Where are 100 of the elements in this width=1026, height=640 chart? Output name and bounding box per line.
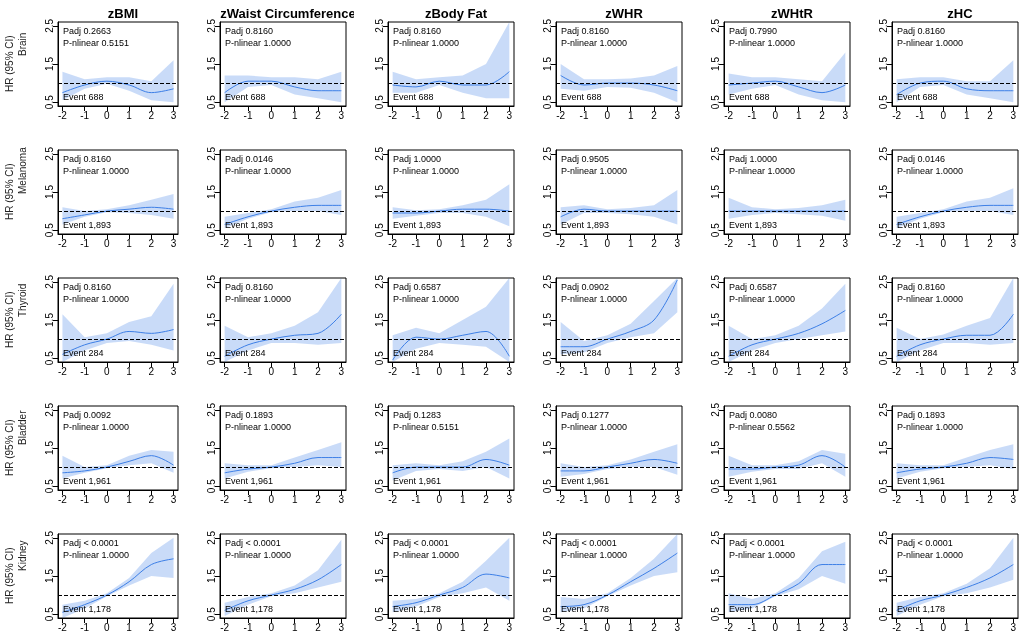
y-tick-label: 0.5 xyxy=(709,606,721,622)
x-tick-label: 2 xyxy=(651,237,658,249)
x-tick-label: -1 xyxy=(80,621,90,633)
y-tick-label: 2.5 xyxy=(373,146,385,161)
x-tick-label: -2 xyxy=(556,493,566,505)
annotation: P-nlinear 1.0000 xyxy=(393,549,460,560)
x-tick-label: 3 xyxy=(170,621,177,633)
x-tick-label: -1 xyxy=(243,621,253,633)
y-tick-label: 2.5 xyxy=(709,274,721,289)
x-tick-label: -1 xyxy=(411,493,421,505)
annotation: Padj 0.0902 xyxy=(561,281,610,292)
x-tick-label: 2 xyxy=(315,621,322,633)
x-tick-label: 3 xyxy=(842,365,849,377)
line-series xyxy=(560,74,678,92)
annotation: Event 1,178 xyxy=(561,603,610,614)
x-tick-label: 3 xyxy=(674,621,681,633)
y-tick-label: 1.5 xyxy=(373,312,385,327)
y-tick-label: 2.5 xyxy=(877,530,889,545)
x-tick-label: 0 xyxy=(104,109,111,121)
x-tick-label: 1 xyxy=(126,237,133,249)
x-tick-label: 0 xyxy=(268,109,275,121)
x-tick-label: 1 xyxy=(627,109,634,121)
y-tick-label: 0.5 xyxy=(205,478,217,494)
x-tick-label: 2 xyxy=(819,493,826,505)
annotation: Event 1,961 xyxy=(897,475,946,486)
y-tick-label: 1.5 xyxy=(373,56,385,71)
y-tick-label: 1.5 xyxy=(709,56,721,71)
x-tick-label: 0 xyxy=(772,621,779,633)
x-tick-label: -1 xyxy=(579,109,589,121)
x-tick-label: -2 xyxy=(388,621,398,633)
x-tick-label: 1 xyxy=(627,365,634,377)
y-tick-label: 0.5 xyxy=(43,606,55,622)
x-tick-label: -2 xyxy=(220,493,230,505)
line-series xyxy=(728,564,846,606)
annotation: P-nlinear 0.5151 xyxy=(63,37,130,48)
annotation: P-nlinear 1.0000 xyxy=(729,37,796,48)
x-tick-label: -1 xyxy=(411,621,421,633)
annotation: Event 1,961 xyxy=(63,475,112,486)
x-tick-label: -2 xyxy=(556,237,566,249)
chart-title: zWHtR xyxy=(771,6,814,21)
annotation: P-nlinear 1.0000 xyxy=(63,293,130,304)
x-tick-label: -2 xyxy=(220,365,230,377)
x-tick-label: -2 xyxy=(724,493,734,505)
x-tick-label: -2 xyxy=(892,493,902,505)
x-tick-label: 1 xyxy=(126,493,133,505)
y-tick-label: 1.5 xyxy=(541,56,553,71)
x-tick-label: -2 xyxy=(388,493,398,505)
annotation: P-nlinear 1.0000 xyxy=(729,293,796,304)
chart-title: zWHR xyxy=(605,6,644,21)
annotation: Padj 0.0092 xyxy=(63,409,112,420)
x-tick-label: 3 xyxy=(506,109,513,121)
x-tick-label: 3 xyxy=(1010,365,1017,377)
y-tick-label: 0.5 xyxy=(205,94,217,110)
x-tick-label: 1 xyxy=(963,493,970,505)
annotation: P-nlinear 1.0000 xyxy=(63,165,130,176)
x-tick-label: 3 xyxy=(170,493,177,505)
chart-title: zBMI xyxy=(107,6,139,21)
y-tick-label: 2.5 xyxy=(205,146,217,161)
y-tick-label: 2.5 xyxy=(205,530,217,545)
x-tick-label: 1 xyxy=(291,621,298,633)
annotation: Event 688 xyxy=(897,91,938,102)
x-tick-label: -2 xyxy=(388,109,398,121)
y-tick-label: 1.5 xyxy=(373,184,385,199)
x-tick-label: 0 xyxy=(436,237,443,249)
x-tick-label: -1 xyxy=(80,237,90,249)
line-series xyxy=(61,206,175,220)
x-tick-label: 0 xyxy=(104,621,111,633)
annotation: Event 1,178 xyxy=(897,603,946,614)
y-tick-label: 2.5 xyxy=(877,146,889,161)
x-tick-label: 2 xyxy=(651,493,658,505)
x-tick-label: 2 xyxy=(148,237,155,249)
x-tick-label: -2 xyxy=(57,621,68,633)
annotation: P-nlinear 1.0000 xyxy=(897,421,964,432)
x-tick-label: 1 xyxy=(459,109,466,121)
y-tick-label: 0.5 xyxy=(877,606,889,622)
x-tick-label: 2 xyxy=(483,621,490,633)
x-tick-label: 1 xyxy=(963,621,970,633)
line-series xyxy=(728,309,846,357)
y-tick-label: 1.5 xyxy=(373,568,385,583)
text: Kidney xyxy=(17,539,29,574)
annotation: P-nlinear 0.5562 xyxy=(729,421,796,432)
x-tick-label: 0 xyxy=(772,493,779,505)
y-tick-label: 1.5 xyxy=(43,184,55,199)
x-tick-label: 2 xyxy=(987,493,994,505)
x-tick-label: 2 xyxy=(315,237,322,249)
annotation: Padj < 0.0001 xyxy=(225,537,281,548)
x-tick-label: -2 xyxy=(388,365,398,377)
line-series xyxy=(224,564,342,611)
x-tick-label: -2 xyxy=(57,365,68,377)
x-tick-label: 1 xyxy=(795,365,802,377)
annotation: Event 284 xyxy=(393,347,434,358)
x-tick-label: -1 xyxy=(579,493,589,505)
y-tick-label: 2.5 xyxy=(709,402,721,417)
y-tick-label: 1.5 xyxy=(205,568,217,583)
x-tick-label: 2 xyxy=(483,237,490,249)
annotation: P-nlinear 1.0000 xyxy=(561,37,628,48)
y-tick-label: 0.5 xyxy=(709,94,721,110)
y-tick-label: 0.5 xyxy=(43,222,55,238)
x-tick-label: 2 xyxy=(315,365,322,377)
line-series xyxy=(896,564,1014,611)
